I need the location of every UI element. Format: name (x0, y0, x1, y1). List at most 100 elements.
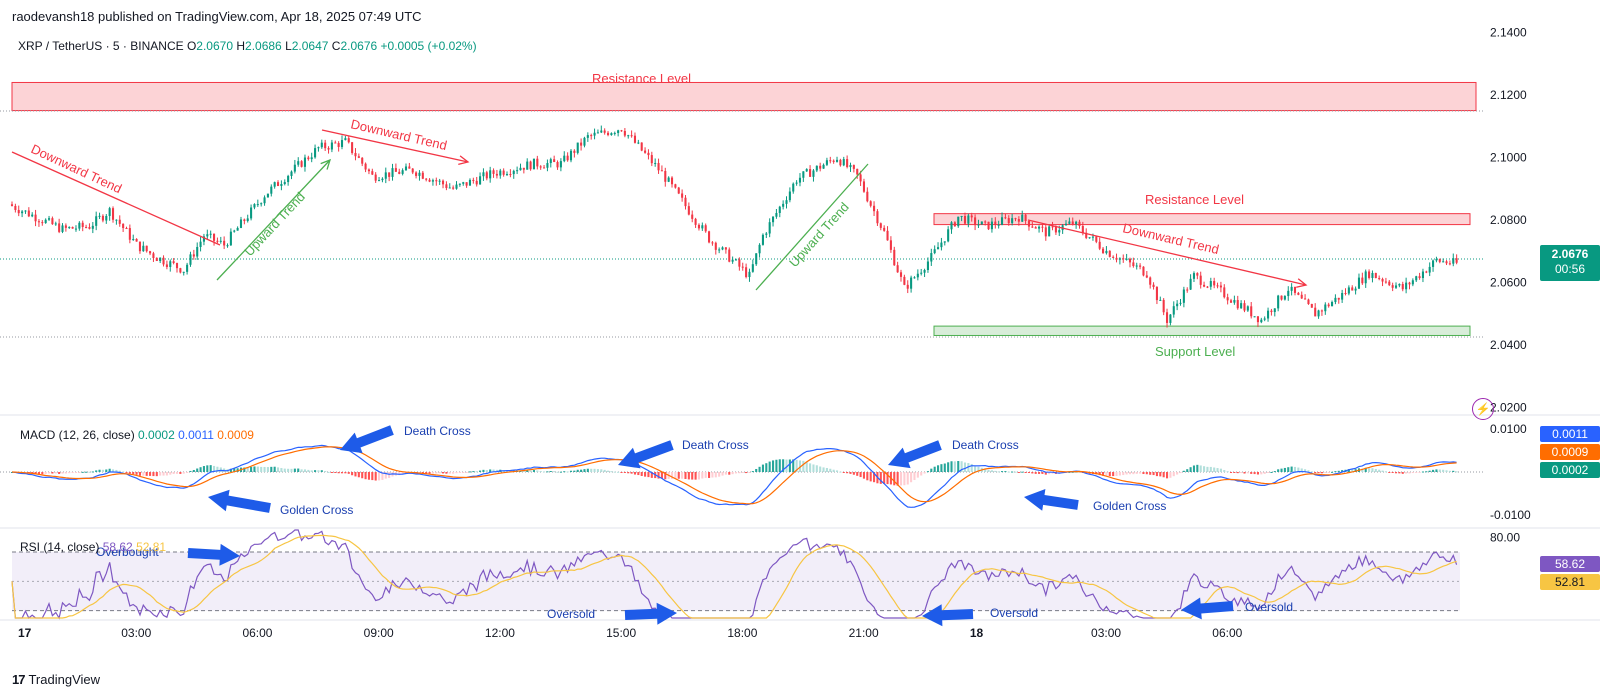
candle-up (825, 160, 828, 165)
macd-histogram-bar (822, 467, 825, 472)
macd-histogram-bar (330, 472, 333, 473)
macd-histogram-bar (1213, 467, 1216, 472)
candle-down (896, 265, 899, 273)
candle-up (1182, 289, 1185, 303)
candle-down (553, 159, 556, 163)
macd-histogram-bar (687, 472, 690, 480)
candle-down (388, 172, 391, 177)
tradingview-logo-icon: 17 (12, 672, 26, 687)
macd-histogram-bar (219, 467, 222, 472)
macd-histogram-bar (775, 459, 778, 472)
candle-up (270, 186, 273, 194)
candle-up (782, 203, 785, 207)
macd-signal-line (11, 446, 1457, 505)
macd-histogram-bar (1432, 469, 1435, 472)
macd-histogram-bar (792, 459, 795, 472)
candle-down (677, 187, 680, 194)
macd-histogram-bar (1165, 472, 1169, 479)
candle-up (734, 259, 738, 261)
macd-histogram-bar (320, 470, 323, 472)
candle-down (85, 226, 88, 228)
macd-histogram-bar (984, 468, 987, 472)
candle-down (1378, 278, 1381, 280)
candle-down (122, 223, 125, 229)
macd-histogram-bar (1128, 472, 1132, 475)
macd-histogram-bar (317, 470, 320, 472)
rsi-ma-line (11, 534, 1457, 619)
macd-histogram-bar (1229, 472, 1233, 473)
macd-histogram-bar (1253, 472, 1256, 475)
price-tick-label: 2.1400 (1490, 25, 1527, 39)
candle-up (61, 225, 64, 232)
macd-histogram-bar (721, 472, 724, 476)
macd-histogram-bar (1270, 471, 1273, 473)
candle-down (876, 211, 879, 224)
lightning-icon[interactable]: ⚡ (1472, 398, 1494, 420)
macd-histogram-bar (54, 472, 57, 474)
candle-up (1125, 258, 1128, 260)
candle-down (590, 135, 593, 137)
candle-up (923, 270, 926, 273)
candle-up (785, 200, 788, 204)
candle-down (633, 135, 637, 143)
macd-histogram-bar (1122, 472, 1125, 476)
macd-histogram-bar (704, 472, 707, 478)
candle-up (748, 271, 751, 278)
macd-hist-value: 0.0002 (138, 428, 175, 442)
candle-down (829, 160, 832, 162)
macd-histogram-bar (1159, 472, 1162, 477)
trend-arrow-head (458, 155, 470, 166)
candle-up (613, 132, 616, 134)
candle-up (519, 167, 522, 171)
candle-down (866, 191, 869, 202)
price-tick-label: 2.1000 (1490, 150, 1527, 164)
macd-histogram-bar (263, 466, 266, 472)
macd-legend: MACD (12, 26, close) 0.0002 0.0011 0.000… (20, 428, 254, 442)
macd-histogram-bar (111, 469, 115, 472)
symbol-name[interactable]: XRP / TetherUS · 5 · BINANCE (18, 39, 184, 53)
macd-histogram-bar (216, 466, 219, 472)
candle-down (556, 162, 559, 168)
macd-histogram-bar (873, 472, 876, 483)
candle-down (495, 173, 498, 176)
candle-up (468, 179, 472, 186)
macd-histogram-bar (260, 466, 263, 472)
macd-histogram-bar (1027, 472, 1031, 473)
macd-histogram-bar (209, 465, 212, 472)
candle-up (115, 219, 118, 221)
candle-up (202, 236, 205, 242)
golden-cross-label: Golden Cross (1093, 499, 1166, 513)
candle-down (846, 159, 849, 168)
candle-down (51, 218, 54, 225)
time-tick-label: 03:00 (1091, 626, 1121, 640)
candle-up (182, 271, 185, 273)
macd-histogram-bar (300, 469, 303, 472)
candle-up (199, 241, 202, 247)
candle-up (1176, 303, 1179, 307)
macd-histogram-bar (627, 472, 630, 474)
macd-histogram-bar (748, 472, 751, 473)
candle-up (1246, 306, 1249, 311)
candle-up (1354, 288, 1357, 291)
macd-histogram-bar (489, 469, 492, 472)
macd-histogram-bar (58, 472, 61, 474)
candle-down (697, 224, 701, 229)
candle-up (455, 184, 458, 189)
macd-histogram-bar (95, 470, 98, 472)
macd-histogram-bar (1172, 472, 1175, 477)
candle-down (650, 155, 653, 164)
candle-up (512, 170, 515, 175)
candle-down (1391, 285, 1394, 288)
trend-arrow-head (1296, 278, 1308, 288)
candle-up (1179, 302, 1182, 304)
macd-histogram-bar (1418, 472, 1421, 473)
macd-histogram-bar (1132, 472, 1135, 475)
macd-histogram-bar (1139, 472, 1142, 474)
candle-down (684, 197, 687, 207)
candle-up (196, 246, 199, 257)
candle-down (475, 180, 478, 185)
candle-down (14, 205, 17, 210)
macd-histogram-bar (435, 472, 438, 474)
candle-up (303, 157, 307, 167)
